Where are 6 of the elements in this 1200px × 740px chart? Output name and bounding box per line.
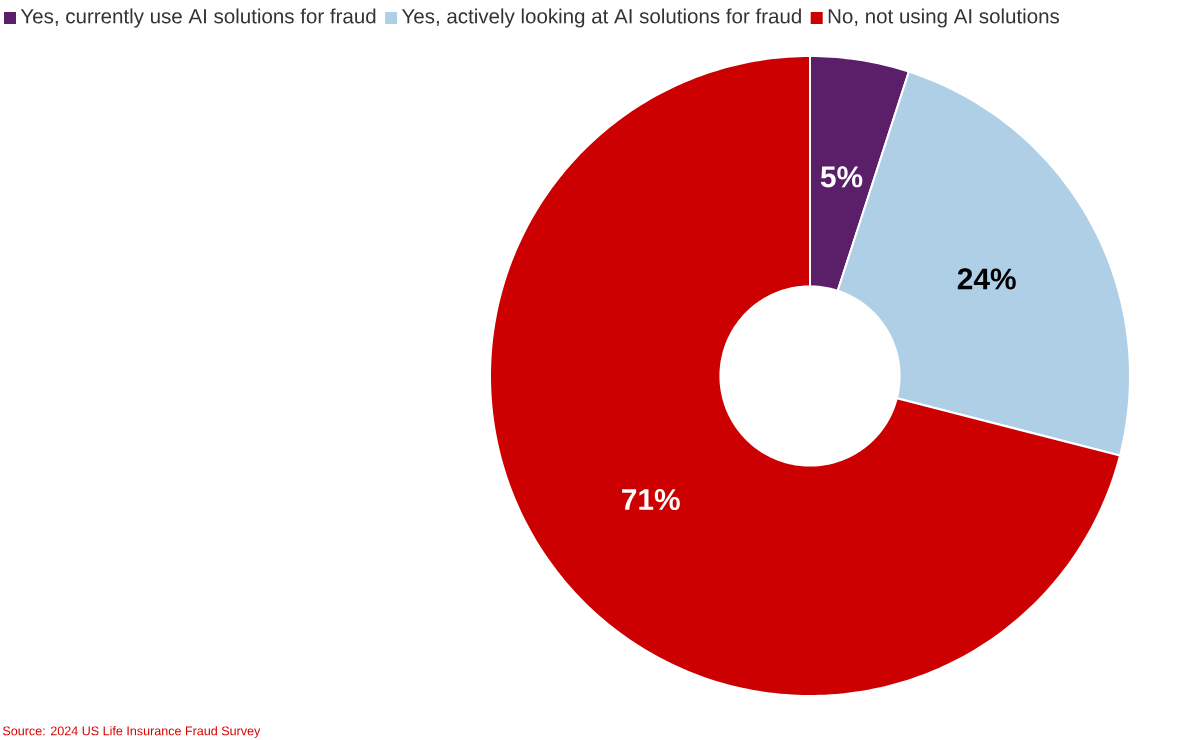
data-label: 71% xyxy=(622,489,680,511)
legend-label: No, not using AI solutions xyxy=(828,8,1060,28)
data-label: 5% xyxy=(820,166,863,188)
legend-label: Yes, currently use AI solutions for fraud xyxy=(20,8,376,28)
legend-label: Yes, actively looking at AI solutions for fraud xyxy=(401,8,801,28)
data-label: 24% xyxy=(957,268,1016,290)
